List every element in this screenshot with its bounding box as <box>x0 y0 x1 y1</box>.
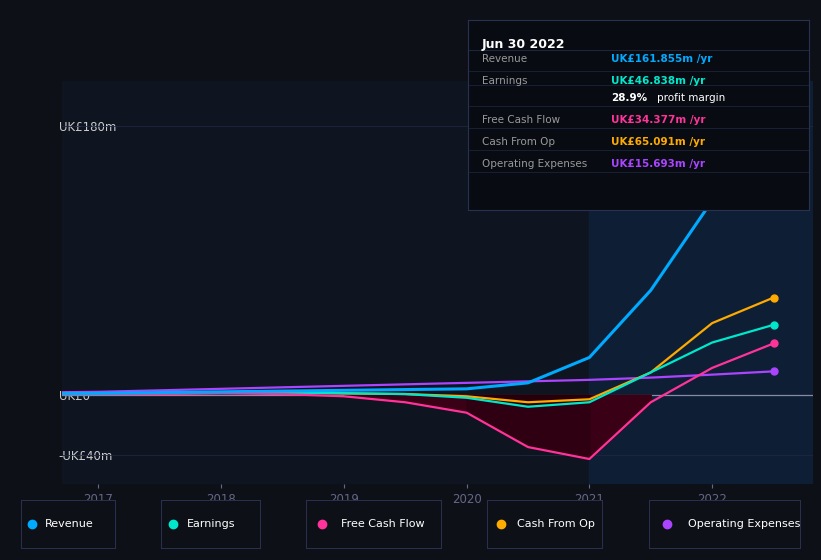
Text: UK£15.693m /yr: UK£15.693m /yr <box>611 158 705 169</box>
Text: Cash From Op: Cash From Op <box>517 519 595 529</box>
Point <box>767 320 780 329</box>
Text: Cash From Op: Cash From Op <box>482 137 555 147</box>
Point <box>767 148 780 157</box>
Point <box>767 339 780 348</box>
Text: profit margin: profit margin <box>657 93 725 103</box>
Text: UK£34.377m /yr: UK£34.377m /yr <box>611 115 705 125</box>
Point <box>767 367 780 376</box>
Text: Jun 30 2022: Jun 30 2022 <box>482 38 565 51</box>
Text: Free Cash Flow: Free Cash Flow <box>482 115 560 125</box>
Text: Revenue: Revenue <box>45 519 94 529</box>
Text: UK£161.855m /yr: UK£161.855m /yr <box>611 54 713 64</box>
Text: Operating Expenses: Operating Expenses <box>688 519 800 529</box>
Text: 28.9%: 28.9% <box>611 93 647 103</box>
Text: UK£46.838m /yr: UK£46.838m /yr <box>611 76 705 86</box>
Text: Earnings: Earnings <box>186 519 236 529</box>
Text: UK£65.091m /yr: UK£65.091m /yr <box>611 137 705 147</box>
Text: Free Cash Flow: Free Cash Flow <box>341 519 424 529</box>
Bar <box>589 81 813 484</box>
Text: Earnings: Earnings <box>482 76 527 86</box>
Point <box>767 293 780 302</box>
Text: Revenue: Revenue <box>482 54 527 64</box>
Text: Operating Expenses: Operating Expenses <box>482 158 587 169</box>
